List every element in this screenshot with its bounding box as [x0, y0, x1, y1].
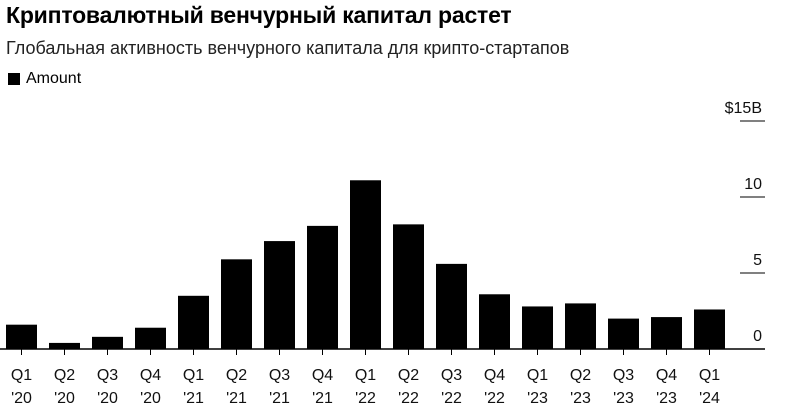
x-tick-label: Q1 [699, 367, 720, 384]
bar [49, 342, 80, 349]
x-tick-label: Q2 [226, 367, 247, 384]
x-tick-label-year: '21 [226, 390, 247, 407]
x-tick-label-year: '22 [398, 390, 419, 407]
bar [92, 336, 123, 349]
x-tick-label-year: '22 [484, 390, 505, 407]
x-tick-label: Q1 [355, 367, 376, 384]
x-axis: Q1 '20 Q2 '20 Q3 '20 Q4 '20 Q1 '21 Q2 '21 Q3 '21 Q4 '21… [11, 349, 720, 407]
y-tick-label: 0 [753, 328, 762, 345]
legend: Amount [8, 70, 81, 88]
y-axis: 0 5 10 $15B [725, 100, 765, 350]
bar [135, 327, 166, 349]
x-tick-label: Q3 [269, 367, 290, 384]
bar [264, 241, 295, 349]
x-tick-label: Q4 [484, 367, 505, 384]
chart-subtitle: Глобальная активность венчурного капитал… [6, 38, 570, 58]
bar [608, 318, 639, 349]
x-tick-label: Q3 [97, 367, 118, 384]
chart-title: Криптовалютный венчурный капитал растет [6, 2, 512, 28]
x-tick-label: Q2 [398, 367, 419, 384]
x-tick-label-year: '23 [613, 390, 634, 407]
x-tick-label: Q1 [183, 367, 204, 384]
bar [694, 309, 725, 349]
y-tick-label: 5 [753, 252, 762, 269]
x-tick-label-year: '20 [54, 390, 75, 407]
x-tick-label-year: '21 [269, 390, 290, 407]
x-tick-label-year: '22 [355, 390, 376, 407]
bars [6, 180, 725, 349]
x-tick-label: Q2 [570, 367, 591, 384]
x-tick-label-year: '21 [183, 390, 204, 407]
bar [393, 224, 424, 349]
bar [178, 295, 209, 349]
bar [221, 259, 252, 349]
x-tick-label-year: '21 [312, 390, 333, 407]
x-tick-label: Q1 [11, 367, 32, 384]
x-tick-label: Q4 [140, 367, 161, 384]
bar [307, 225, 338, 349]
x-tick-label: Q3 [441, 367, 462, 384]
x-tick-label-year: '20 [140, 390, 161, 407]
x-tick-label: Q3 [613, 367, 634, 384]
bar [522, 306, 553, 349]
bar [479, 294, 510, 349]
x-tick-label-year: '22 [441, 390, 462, 407]
legend-swatch [8, 73, 20, 85]
legend-label: Amount [26, 70, 82, 87]
bar [565, 303, 596, 349]
x-tick-label-year: '20 [11, 390, 32, 407]
x-tick-label-year: '20 [97, 390, 118, 407]
bar [350, 180, 381, 349]
x-tick-label-year: '23 [656, 390, 677, 407]
x-tick-label-year: '23 [570, 390, 591, 407]
x-tick-label: Q4 [656, 367, 677, 384]
x-tick-label: Q2 [54, 367, 75, 384]
x-tick-label: Q1 [527, 367, 548, 384]
x-tick-label: Q4 [312, 367, 333, 384]
y-tick-label: $15B [725, 100, 762, 117]
x-tick-label-year: '23 [527, 390, 548, 407]
x-tick-label-year: '24 [699, 390, 720, 407]
bar [651, 317, 682, 349]
bar [6, 324, 37, 349]
bar [436, 263, 467, 349]
y-tick-label: 10 [744, 176, 762, 193]
